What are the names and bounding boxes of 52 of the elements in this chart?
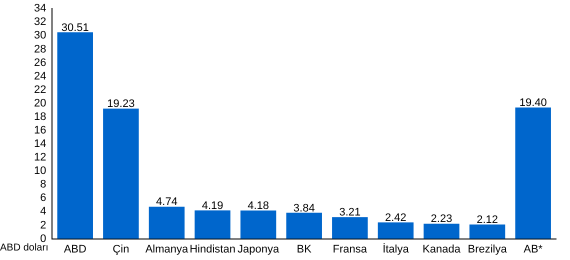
y-tick-label: 4 [40, 206, 46, 218]
bar [148, 206, 185, 239]
x-tick-label: ABD [64, 243, 86, 256]
y-tick-label: 12 [34, 152, 46, 164]
x-tick-label: BK [296, 243, 312, 256]
y-tick-label: 0 [40, 232, 46, 245]
data-label: 2.42 [385, 212, 406, 224]
data-label: 30.51 [61, 22, 89, 34]
bar [103, 108, 139, 239]
y-tick-label: 30 [34, 30, 46, 42]
y-tick-label: 34 [34, 2, 46, 15]
y-tick-label: 8 [40, 178, 46, 191]
y-tick-label: 6 [40, 192, 46, 204]
y-tick-label: 32 [34, 16, 46, 28]
y-tick-label: 20 [34, 97, 46, 110]
y-tick-label: 28 [34, 43, 46, 56]
x-tick-label: Çin [112, 243, 130, 256]
y-tick-label: 22 [34, 84, 46, 96]
bar [332, 217, 368, 239]
y-tick-label: 24 [34, 70, 46, 82]
x-tick-label: Hindistan [190, 243, 236, 256]
bar [240, 210, 276, 239]
bar [286, 212, 322, 239]
x-tick-label: AB* [524, 243, 544, 256]
y-tick-label: 18 [34, 110, 46, 123]
y-tick-label: 26 [34, 56, 46, 69]
bar [378, 222, 414, 239]
bar [515, 107, 551, 239]
data-label: 4.18 [248, 200, 270, 212]
x-tick-label: Brezilya [468, 243, 508, 256]
y-tick-label: 14 [34, 138, 46, 150]
data-label: 2.23 [430, 213, 452, 226]
bar [57, 32, 93, 239]
data-label: 19.23 [107, 98, 135, 110]
bar [469, 224, 506, 239]
x-tick-label: Almanya [145, 243, 190, 256]
data-label: 3.21 [339, 206, 361, 219]
y-tick-label: 16 [34, 124, 46, 136]
bar [194, 210, 230, 239]
y-tick-label: 2 [40, 219, 46, 232]
x-tick-label: Japonya [238, 243, 280, 256]
data-label: 3.84 [293, 202, 315, 214]
data-label: 4.19 [202, 200, 224, 212]
data-label: 19.40 [519, 96, 547, 109]
data-label: 4.74 [156, 196, 178, 208]
x-tick-label: İtalya [382, 242, 410, 256]
y-axis-title: ABD doları [0, 242, 48, 254]
bar [424, 224, 460, 239]
y-tick-label: 10 [34, 165, 46, 178]
data-label: 2.12 [476, 214, 498, 226]
x-tick-label: Fransa [332, 243, 368, 256]
x-tick-label: Kanada [422, 243, 462, 256]
